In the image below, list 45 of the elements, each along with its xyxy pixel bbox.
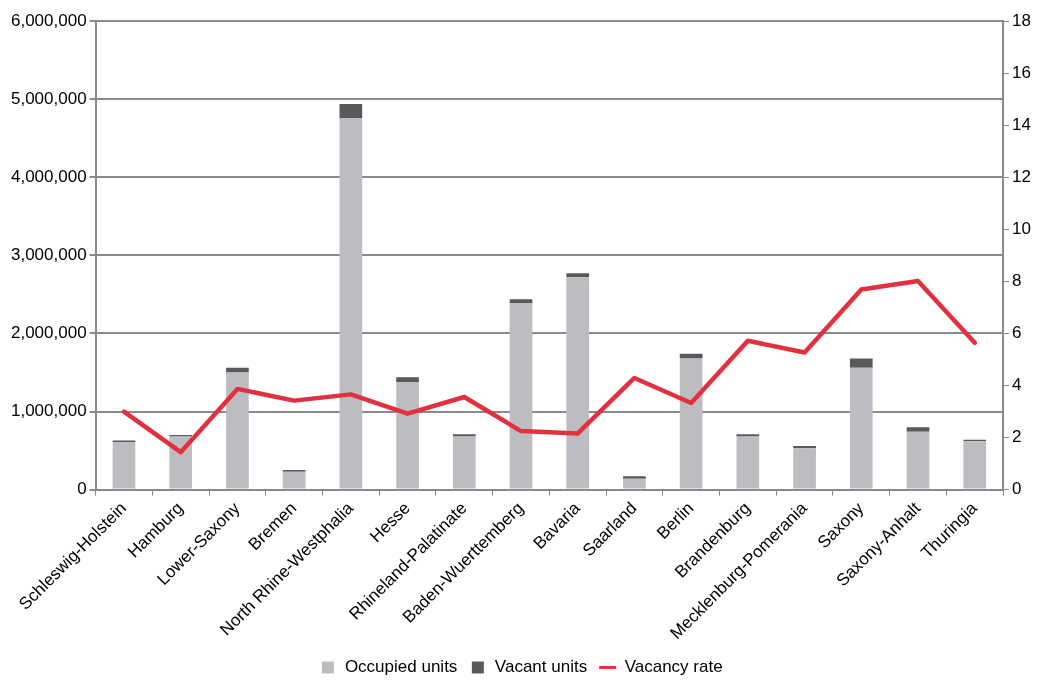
bar: [623, 476, 646, 479]
y-tick-label: 5,000,000: [10, 88, 87, 108]
y2-tick-label: 8: [1012, 271, 1022, 291]
bar: [226, 372, 249, 489]
y-tick-label: 0: [77, 479, 87, 499]
y-tick-label: 3,000,000: [10, 245, 87, 265]
bar: [509, 299, 533, 304]
bar: [396, 381, 419, 489]
y2-tick-label: 12: [1012, 167, 1032, 187]
y2-tick-label: 2: [1012, 427, 1022, 447]
bar: [339, 103, 363, 119]
bar: [849, 358, 873, 368]
y-tick-label: 6,000,000: [10, 10, 87, 30]
bar: [623, 478, 646, 489]
bar: [282, 471, 306, 489]
y2-tick-label: 0: [1012, 479, 1022, 499]
y-tick-label: 4,000,000: [10, 167, 87, 187]
bar: [566, 273, 590, 278]
legend-label: Occupied units: [344, 657, 458, 677]
y2-tick-label: 4: [1012, 375, 1022, 395]
bar: [509, 303, 533, 489]
bar: [736, 434, 760, 437]
y2-tick-label: 18: [1012, 10, 1032, 30]
bar: [226, 367, 249, 373]
bar: [963, 441, 987, 489]
bar: [736, 436, 760, 489]
bar: [906, 431, 930, 489]
y-tick-label: 2,000,000: [10, 323, 87, 343]
bar: [452, 434, 476, 437]
bar: [452, 436, 476, 489]
legend-label: Vacancy rate: [624, 657, 723, 677]
y2-tick-label: 14: [1012, 114, 1032, 134]
y2-tick-label: 10: [1012, 219, 1032, 239]
bar: [566, 277, 590, 489]
bar: [849, 367, 873, 489]
bar: [906, 427, 930, 432]
y-tick-label: 1,000,000: [10, 401, 87, 421]
y2-tick-label: 16: [1012, 62, 1032, 82]
bar: [793, 448, 816, 489]
bar: [396, 377, 419, 382]
y2-tick-label: 6: [1012, 323, 1022, 343]
legend-label: Vacant units: [494, 657, 588, 677]
bar: [339, 118, 363, 489]
bar: [679, 358, 703, 489]
bar: [112, 442, 136, 489]
